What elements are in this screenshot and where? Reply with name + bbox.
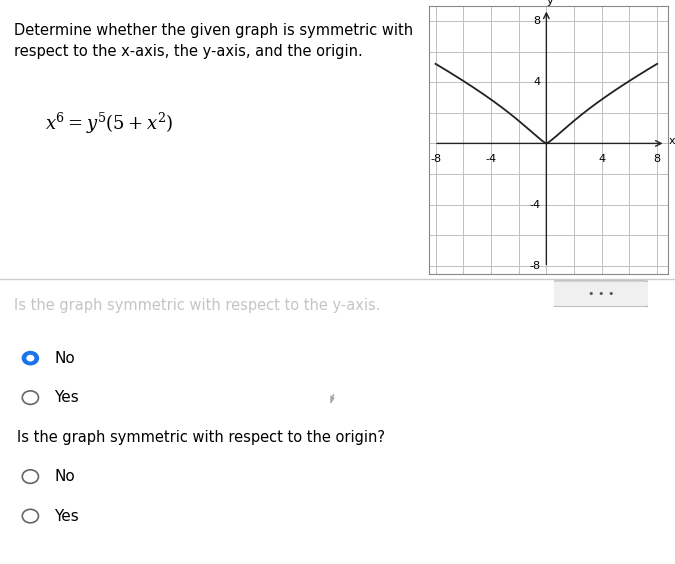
Text: Yes: Yes [54, 390, 79, 405]
Text: -4: -4 [530, 200, 541, 210]
Text: Is the graph symmetric with respect to the origin?: Is the graph symmetric with respect to t… [17, 430, 385, 444]
Text: Is the graph symmetric with respect to the y-axis.: Is the graph symmetric with respect to t… [14, 298, 380, 314]
Text: 4: 4 [534, 77, 541, 87]
Text: -8: -8 [430, 154, 441, 164]
Text: • • •: • • • [587, 289, 614, 299]
FancyBboxPatch shape [551, 281, 651, 307]
Text: -8: -8 [530, 261, 541, 271]
Text: y: y [547, 0, 553, 6]
Text: No: No [54, 469, 75, 484]
Text: Yes: Yes [54, 509, 79, 523]
Text: x: x [669, 136, 675, 146]
Text: 4: 4 [598, 154, 605, 164]
Text: 8: 8 [653, 154, 661, 164]
Text: 8: 8 [534, 16, 541, 26]
Text: Determine whether the given graph is symmetric with
respect to the x-axis, the y: Determine whether the given graph is sym… [14, 23, 412, 59]
Text: $x^6 = y^5\left(5+x^2\right)$: $x^6 = y^5\left(5+x^2\right)$ [45, 111, 173, 136]
Text: No: No [54, 351, 75, 365]
Text: -4: -4 [485, 154, 497, 164]
